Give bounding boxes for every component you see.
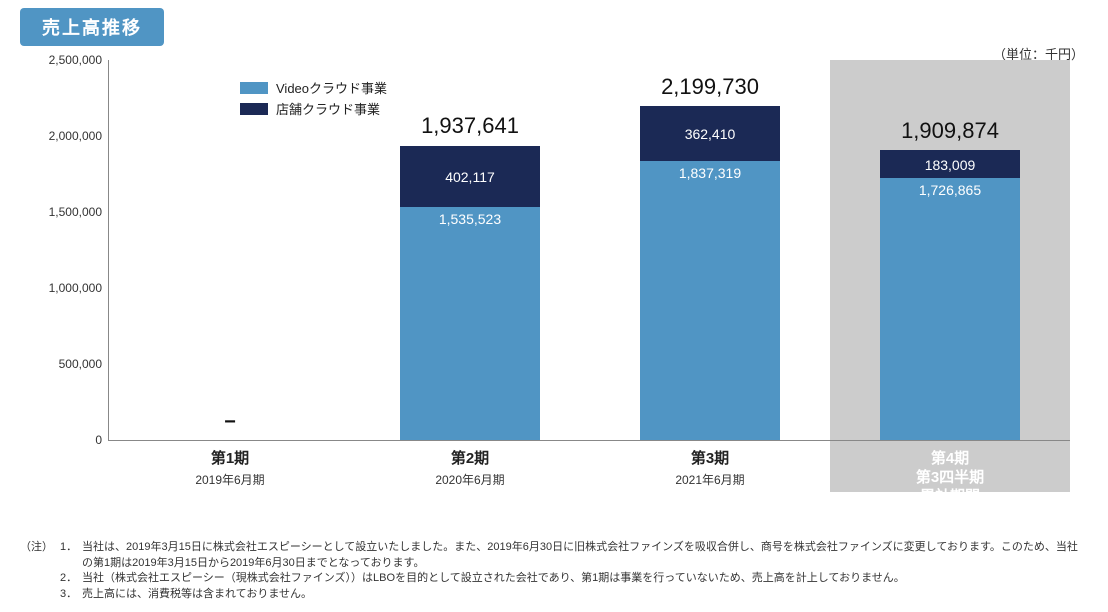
- bar-segment-video: [400, 207, 540, 440]
- category-label-sub: 2021年6月期: [600, 471, 820, 488]
- category-label-main: 第3期: [600, 450, 820, 469]
- y-tick: 1,000,000: [49, 281, 102, 295]
- bar-group: 1,535,523402,1171,937,641: [400, 60, 540, 440]
- bar-segment-value: 183,009: [880, 157, 1020, 173]
- footnote-number: 2．: [60, 571, 82, 586]
- footnote-text: 売上高には、消費税等は含まれておりません。: [82, 587, 1088, 602]
- bar-segment-value: 402,117: [400, 169, 540, 185]
- footnote-row: 2．当社（株式会社エスピーシー（現株式会社ファインズ））はLBOを目的として設立…: [20, 571, 1088, 586]
- footnote-prefix: [20, 571, 60, 586]
- bar-segment-value: 1,837,319: [640, 165, 780, 181]
- bar-group: 1,837,319362,4102,199,730: [640, 60, 780, 440]
- chart: 0500,0001,000,0001,500,0002,000,0002,500…: [20, 60, 1088, 492]
- bar-segment-video: [880, 178, 1020, 440]
- bar-segment-value: 1,726,865: [880, 182, 1020, 198]
- category-label: 第3期 2021年6月期: [600, 450, 820, 488]
- footnote-prefix: [20, 587, 60, 602]
- category-label-main: 第4期第3四半期累計期間: [840, 450, 1060, 506]
- y-tick: 1,500,000: [49, 205, 102, 219]
- category-label-main: 第2期: [360, 450, 580, 469]
- y-tick: 2,000,000: [49, 129, 102, 143]
- bar-group: [160, 60, 300, 440]
- bar-total-value: 2,199,730: [570, 74, 850, 100]
- category-label-sub: 2020年6月期: [360, 471, 580, 488]
- y-axis-line: [108, 60, 109, 440]
- no-data-symbol: −: [224, 411, 236, 434]
- plot-area: Videoクラウド事業店舗クラウド事業−第1期2019年6月期1,535,523…: [110, 60, 1070, 440]
- footnote-text: 当社（株式会社エスピーシー（現株式会社ファインズ））はLBOを目的として設立され…: [82, 571, 1088, 586]
- footnotes: （注）1．当社は、2019年3月15日に株式会社エスピーシーとして設立いたしまし…: [20, 540, 1088, 602]
- bar-group: 1,726,865183,0091,909,874: [880, 60, 1020, 440]
- y-tick: 0: [95, 433, 102, 447]
- category-label-main: 第1期: [120, 450, 340, 469]
- y-tick: 2,500,000: [49, 53, 102, 67]
- bar-segment-video: [640, 161, 780, 440]
- category-label-sub: 2022年3月期: [840, 508, 1060, 525]
- category-label: 第4期第3四半期累計期間 2022年3月期: [840, 450, 1060, 525]
- y-axis: 0500,0001,000,0001,500,0002,000,0002,500…: [20, 60, 110, 440]
- footnote-prefix: （注）: [20, 540, 60, 571]
- bar-total-value: 1,937,641: [330, 113, 610, 139]
- footnote-number: 1．: [60, 540, 82, 571]
- category-label: 第2期 2020年6月期: [360, 450, 580, 488]
- category-label: 第1期 2019年6月期: [120, 450, 340, 488]
- footnote-row: 3．売上高には、消費税等は含まれておりません。: [20, 587, 1088, 602]
- chart-title-badge: 売上高推移: [20, 8, 164, 46]
- footnote-number: 3．: [60, 587, 82, 602]
- category-label-sub: 2019年6月期: [120, 471, 340, 488]
- x-axis-line: [108, 440, 1070, 441]
- bar-segment-value: 1,535,523: [400, 211, 540, 227]
- footnote-row: （注）1．当社は、2019年3月15日に株式会社エスピーシーとして設立いたしまし…: [20, 540, 1088, 571]
- y-tick: 500,000: [59, 357, 102, 371]
- footnote-text: 当社は、2019年3月15日に株式会社エスピーシーとして設立いたしました。また、…: [82, 540, 1088, 571]
- bar-total-value: 1,909,874: [810, 118, 1090, 144]
- bar-segment-value: 362,410: [640, 126, 780, 142]
